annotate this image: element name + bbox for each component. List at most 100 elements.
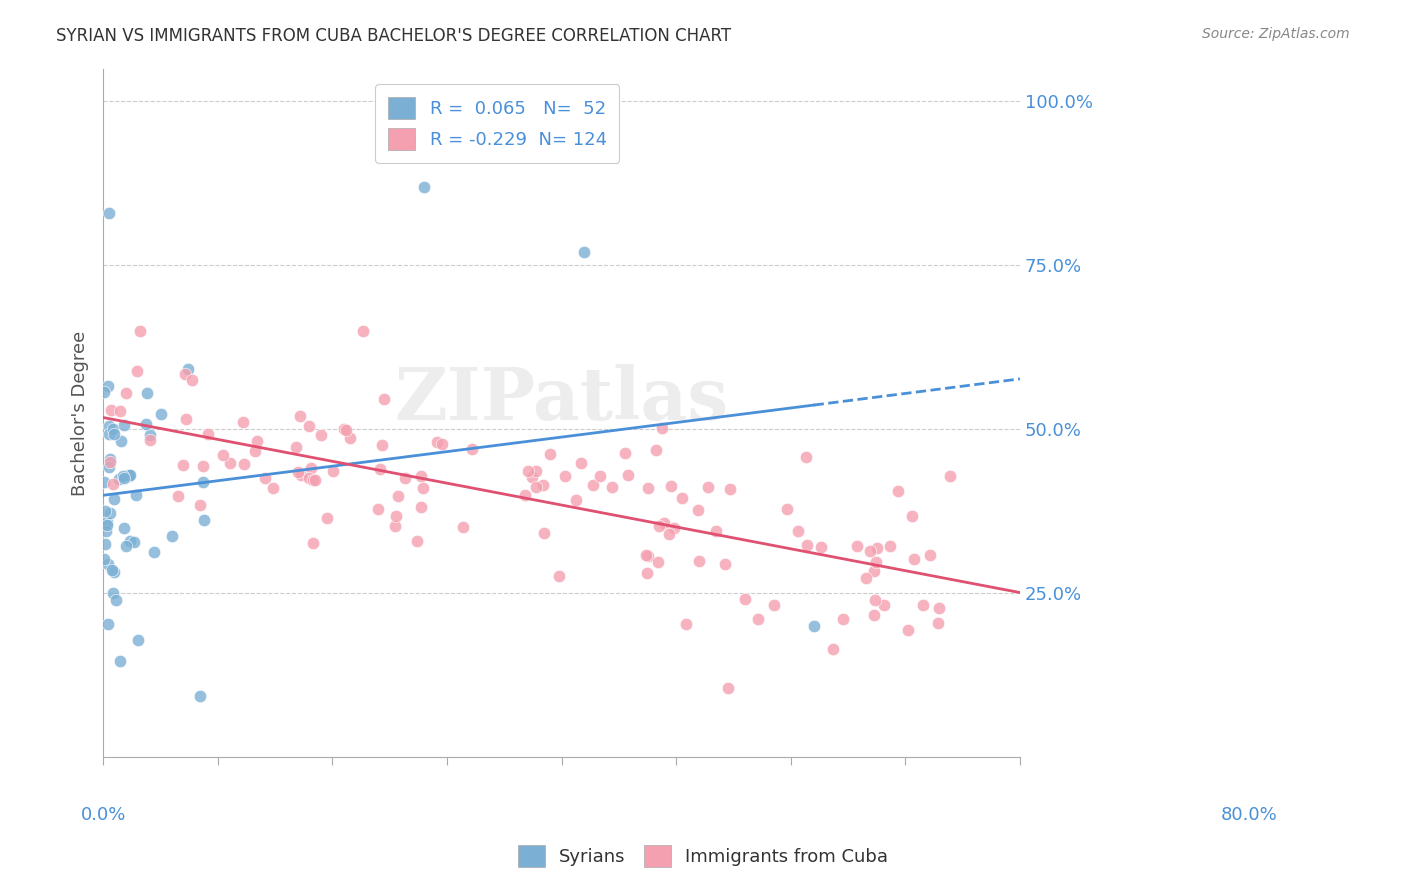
Point [786, 524, 808, 538]
Point [143, 545, 166, 559]
Point [177, 362, 200, 376]
Point [105, 592, 128, 607]
Point [103, 566, 125, 580]
Point [920, 548, 942, 562]
Point [352, 324, 374, 338]
Point [120, 533, 142, 548]
Point [197, 427, 219, 442]
Point [863, 593, 886, 607]
Point [125, 488, 148, 502]
Point [409, 468, 432, 483]
Point [614, 445, 637, 459]
Point [659, 478, 682, 492]
Point [823, 642, 845, 657]
Point [93, 384, 115, 399]
Text: 0.0%: 0.0% [80, 805, 125, 823]
Point [658, 527, 681, 541]
Point [112, 418, 135, 433]
Point [149, 407, 172, 421]
Point [108, 655, 131, 669]
Point [717, 681, 740, 695]
Point [233, 457, 256, 471]
Text: Source: ZipAtlas.com: Source: ZipAtlas.com [1202, 27, 1350, 41]
Point [262, 481, 284, 495]
Point [98, 506, 121, 520]
Point [160, 529, 183, 543]
Point [122, 534, 145, 549]
Point [863, 607, 886, 622]
Text: ZIPatlas: ZIPatlas [395, 364, 728, 434]
Point [652, 516, 675, 531]
Point [600, 480, 623, 494]
Text: SYRIAN VS IMMIGRANTS FROM CUBA BACHELOR'S DEGREE CORRELATION CHART: SYRIAN VS IMMIGRANTS FROM CUBA BACHELOR'… [56, 27, 731, 45]
Point [569, 456, 592, 470]
Point [188, 690, 211, 704]
Point [897, 623, 920, 637]
Y-axis label: Bachelor's Degree: Bachelor's Degree [72, 330, 89, 496]
Point [565, 492, 588, 507]
Point [103, 477, 125, 491]
Point [373, 392, 395, 406]
Point [432, 437, 454, 451]
Point [166, 490, 188, 504]
Point [697, 480, 720, 494]
Point [304, 473, 326, 487]
Point [413, 179, 436, 194]
Point [617, 468, 640, 483]
Point [339, 431, 361, 445]
Point [524, 480, 547, 494]
Point [333, 422, 356, 436]
Point [862, 564, 884, 578]
Point [125, 363, 148, 377]
Point [97, 418, 120, 433]
Point [284, 440, 307, 454]
Point [243, 444, 266, 458]
Point [648, 519, 671, 533]
Point [589, 469, 612, 483]
Point [172, 458, 194, 473]
Point [412, 481, 434, 495]
Point [651, 421, 673, 435]
Point [662, 521, 685, 535]
Point [513, 488, 536, 502]
Point [287, 465, 309, 479]
Point [96, 515, 118, 529]
Point [371, 438, 394, 452]
Point [460, 442, 482, 457]
Point [912, 598, 935, 612]
Point [531, 478, 554, 492]
Point [118, 467, 141, 482]
Point [101, 586, 124, 600]
Point [115, 385, 138, 400]
Point [426, 434, 449, 449]
Point [118, 469, 141, 483]
Point [94, 503, 117, 517]
Point [385, 509, 408, 524]
Point [97, 379, 120, 393]
Point [110, 434, 132, 448]
Point [734, 592, 756, 607]
Point [188, 498, 211, 512]
Point [135, 417, 157, 431]
Point [174, 412, 197, 426]
Point [136, 386, 159, 401]
Point [873, 598, 896, 612]
Point [675, 616, 697, 631]
Point [520, 469, 543, 483]
Point [762, 599, 785, 613]
Point [859, 543, 882, 558]
Point [367, 502, 389, 516]
Point [94, 537, 117, 551]
Point [865, 555, 887, 569]
Point [810, 541, 832, 555]
Point [100, 402, 122, 417]
Point [108, 472, 131, 486]
Point [112, 471, 135, 485]
Point [193, 475, 215, 489]
Point [903, 552, 925, 566]
Point [637, 481, 659, 495]
Point [100, 563, 122, 577]
Point [451, 520, 474, 534]
Point [290, 468, 312, 483]
Point [747, 612, 769, 626]
